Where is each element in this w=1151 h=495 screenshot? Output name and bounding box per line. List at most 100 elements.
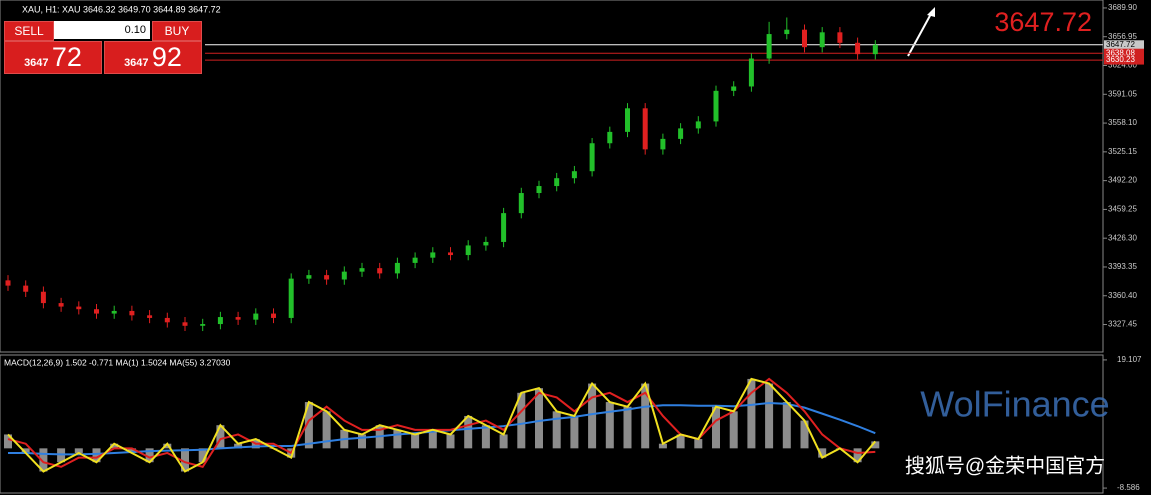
price-big-label: 3647.72 [994, 7, 1092, 37]
y-tick-label: -8.586 [1117, 483, 1140, 492]
price-tag [1104, 48, 1144, 58]
indicator-line [7, 377, 876, 469]
price-tag-label: 3647.72 [1106, 40, 1135, 49]
y-tick-label: 3459.25 [1108, 205, 1137, 214]
candle-body [872, 44, 878, 55]
y-tick-label: 3492.20 [1108, 176, 1137, 185]
candle-body [58, 303, 64, 307]
histogram-bar [481, 425, 490, 449]
histogram-bar [747, 378, 756, 449]
candle-body [40, 291, 46, 304]
y-tick-label: 19.107 [1117, 355, 1142, 364]
indicator-line [8, 401, 876, 456]
candle-body [571, 171, 577, 179]
candle-body [394, 262, 400, 274]
histogram-bar [428, 429, 437, 449]
candle-body [448, 252, 453, 256]
candle-body [94, 309, 99, 314]
histogram-bar [110, 443, 119, 449]
sell-button[interactable]: SELL [4, 21, 54, 41]
candle-body [341, 271, 347, 280]
candle-body [235, 317, 241, 320]
macd-frame [0, 354, 1104, 494]
y-tick-label: 3327.45 [1108, 320, 1137, 329]
buy-button[interactable]: BUY [152, 21, 202, 41]
candle-body [200, 324, 206, 326]
histogram-bar [552, 411, 561, 449]
candle-body [766, 34, 772, 59]
histogram-bar [393, 429, 402, 449]
histogram-bar [304, 402, 313, 449]
candle-body [518, 193, 524, 214]
histogram-bar [411, 434, 420, 449]
y-tick-label: 3624.00 [1108, 61, 1137, 70]
y-tick-label: 3393.35 [1108, 262, 1137, 271]
candle-body [713, 90, 719, 122]
candle-body [182, 322, 188, 326]
candle-body [76, 306, 82, 310]
lot-input[interactable]: 0.10 [54, 21, 150, 39]
candle-body [501, 213, 507, 242]
candle-body [324, 275, 330, 280]
histogram-bar [676, 434, 685, 449]
histogram-bar [322, 411, 331, 449]
candle-body [271, 313, 276, 318]
y-tick-label: 3558.10 [1108, 118, 1137, 127]
candle-body [23, 285, 29, 292]
candle-body [306, 275, 312, 279]
y-tick-label: 3360.40 [1108, 291, 1137, 300]
sell-price[interactable]: 3647 72 [4, 41, 102, 74]
histogram-bar [145, 448, 154, 463]
histogram-bar [853, 448, 862, 463]
histogram-bar [21, 448, 30, 453]
price-frame [0, 0, 1104, 353]
histogram-bar [39, 448, 48, 472]
watermark: 搜狐号@金荣中国官方 [905, 454, 1105, 477]
y-tick-label: 3689.90 [1108, 3, 1137, 12]
candle-body [288, 278, 294, 318]
arrow-head [927, 7, 935, 17]
candle-body [642, 108, 648, 150]
histogram-bar [588, 383, 597, 449]
histogram-bar [499, 434, 508, 449]
candle-body [784, 29, 790, 35]
candle-body [589, 143, 595, 172]
candle-body [111, 310, 117, 314]
histogram-bar [570, 415, 579, 449]
y-tick-label: 3591.05 [1108, 89, 1137, 98]
candle-body [748, 58, 754, 87]
sell-small: 72 [51, 42, 82, 72]
histogram-bar [605, 402, 614, 449]
histogram-bar [729, 411, 738, 449]
candle-body [819, 32, 825, 48]
histogram-bar [234, 443, 243, 449]
histogram-bar [765, 383, 774, 449]
price-tag-label: 3630.23 [1106, 55, 1135, 64]
candle-body [253, 313, 259, 320]
histogram-bar [658, 443, 667, 449]
histogram-bar [871, 441, 880, 449]
histogram-bar [694, 439, 703, 449]
histogram-bar [782, 402, 791, 449]
candle-body [855, 42, 861, 55]
histogram-bar [127, 448, 136, 453]
candle-body [536, 186, 542, 194]
candle-body [607, 131, 613, 144]
price-tag-label: 3638.08 [1106, 48, 1135, 57]
histogram-bar [163, 443, 172, 449]
arrow [907, 11, 933, 57]
buy-price[interactable]: 3647 92 [104, 41, 202, 74]
histogram-bar [181, 448, 189, 472]
histogram-bar [535, 388, 543, 449]
histogram-bar [358, 434, 366, 449]
histogram-bar [446, 434, 455, 449]
candle-body [147, 315, 153, 318]
candle-body [430, 252, 436, 258]
candle-body [483, 241, 489, 246]
price-tag [1104, 55, 1144, 65]
y-tick-label: 3426.30 [1108, 233, 1137, 242]
candle-body [731, 86, 737, 91]
candle-body [377, 268, 383, 274]
